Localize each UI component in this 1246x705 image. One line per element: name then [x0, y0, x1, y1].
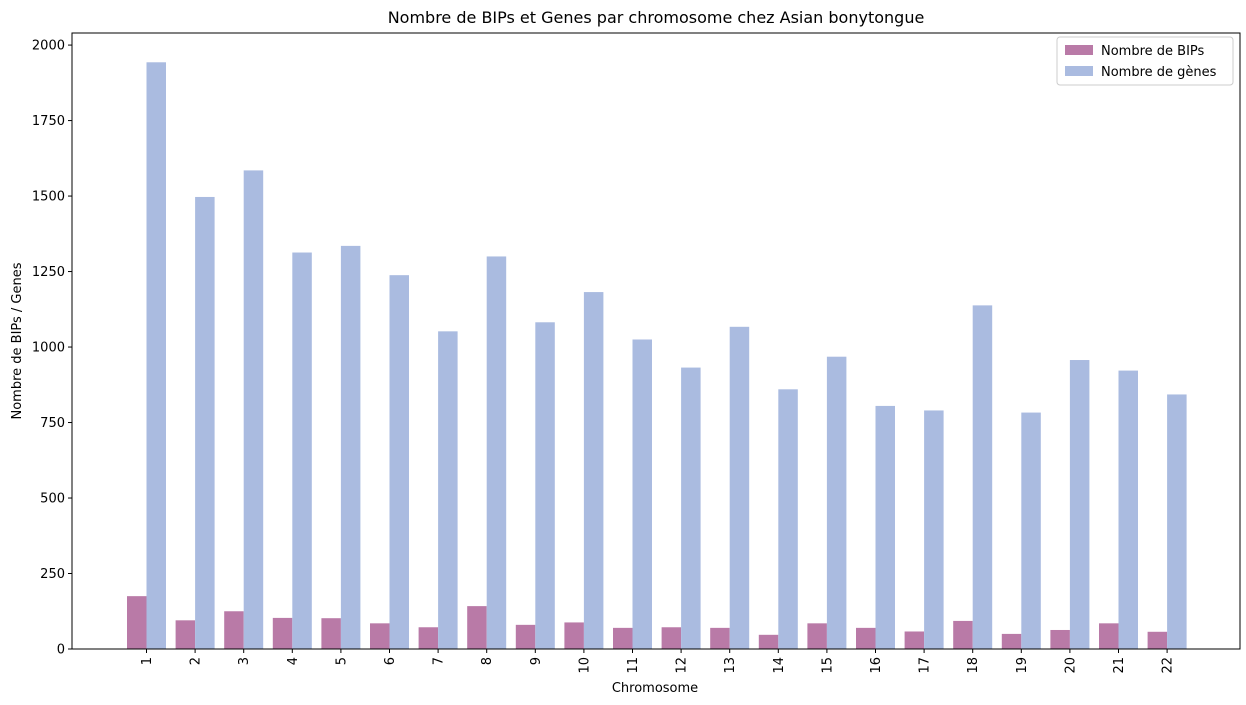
x-tick-label: 16 — [869, 657, 884, 674]
bar-bips-chr-12 — [661, 627, 682, 649]
x-tick-label: 11 — [626, 657, 641, 674]
legend: Nombre de BIPs Nombre de gènes — [1056, 36, 1234, 86]
bar-genes-chr-12 — [681, 367, 701, 649]
bar-genes-chr-5 — [340, 245, 361, 649]
bar-genes-chr-11 — [632, 339, 652, 649]
bar-genes-chr-16 — [875, 405, 895, 649]
bar-bips-chr-3 — [224, 611, 244, 649]
bar-genes-chr-8 — [486, 256, 507, 649]
plot-frame — [71, 32, 1241, 650]
legend-swatch-genes — [1065, 66, 1093, 76]
y-axis-label: Nombre de BIPs / Genes — [10, 262, 25, 419]
x-tick-label: 2 — [189, 657, 204, 665]
bar-bips-chr-22 — [1147, 631, 1168, 649]
bar-bips-chr-14 — [758, 634, 779, 649]
y-tick-label: 1750 — [32, 114, 65, 129]
bars-group — [127, 62, 1187, 649]
y-tick-label: 250 — [40, 567, 65, 582]
x-tick-label: 4 — [286, 657, 301, 665]
x-tick-label: 9 — [529, 657, 544, 665]
legend-label-bips: Nombre de BIPs — [1101, 44, 1205, 59]
x-tick-label: 18 — [966, 657, 981, 674]
bar-bips-chr-11 — [613, 627, 633, 649]
x-tick-label: 14 — [772, 657, 787, 674]
bar-bips-chr-7 — [418, 627, 439, 649]
y-tick-label: 0 — [57, 643, 65, 658]
bar-bips-chr-5 — [321, 618, 341, 649]
bar-genes-chr-22 — [1167, 394, 1187, 649]
bar-bips-chr-6 — [370, 623, 390, 649]
y-tick-label: 1500 — [32, 190, 65, 205]
x-tick-label: 13 — [723, 657, 738, 674]
x-tick-label: 5 — [334, 657, 349, 665]
bar-genes-chr-2 — [195, 196, 215, 649]
x-tick-label: 3 — [237, 657, 252, 665]
bar-genes-chr-21 — [1118, 370, 1138, 649]
x-tick-label: 8 — [480, 657, 495, 665]
bar-genes-chr-15 — [826, 356, 847, 649]
bar-bips-chr-1 — [127, 596, 147, 649]
bar-bips-chr-17 — [904, 631, 925, 649]
y-tick-label: 2000 — [32, 39, 65, 54]
x-tick-label: 19 — [1015, 657, 1030, 674]
y-tick-label: 1000 — [32, 341, 65, 356]
x-tick-label: 20 — [1063, 657, 1078, 674]
bar-genes-chr-13 — [729, 326, 750, 649]
bar-bips-chr-8 — [467, 606, 487, 649]
bar-genes-chr-3 — [243, 170, 264, 649]
bar-bips-chr-4 — [272, 617, 293, 649]
bar-bips-chr-20 — [1050, 629, 1070, 649]
bar-bips-chr-15 — [807, 623, 827, 649]
x-axis: 1 2 3 4 5 6 7 8 9 10 11 12 13 14 15 16 17 18 19 20 21 22 — [140, 649, 1176, 674]
bar-genes-chr-20 — [1069, 360, 1090, 649]
bar-bips-chr-9 — [515, 624, 536, 649]
bar-bips-chr-19 — [1001, 633, 1022, 649]
bar-genes-chr-4 — [292, 252, 312, 649]
bar-genes-chr-10 — [583, 292, 604, 649]
y-tick-label: 500 — [40, 492, 65, 507]
x-tick-label: 17 — [918, 657, 933, 674]
bar-bips-chr-21 — [1099, 623, 1119, 649]
x-tick-label: 10 — [577, 657, 592, 674]
x-tick-label: 15 — [820, 657, 835, 674]
bar-genes-chr-7 — [438, 331, 458, 649]
chart-title: Nombre de BIPs et Genes par chromosome c… — [388, 8, 925, 27]
bar-bips-chr-13 — [710, 627, 730, 649]
bar-bips-chr-18 — [953, 620, 973, 649]
legend-swatch-bips — [1065, 45, 1093, 55]
legend-label-genes: Nombre de gènes — [1101, 65, 1217, 80]
legend-frame — [1056, 36, 1234, 86]
x-tick-label: 12 — [675, 657, 690, 674]
bar-genes-chr-17 — [924, 410, 944, 649]
bar-genes-chr-9 — [535, 322, 555, 649]
y-tick-label: 750 — [40, 416, 65, 431]
x-tick-label: 7 — [432, 657, 447, 665]
bar-bips-chr-2 — [175, 620, 196, 649]
y-tick-label: 1250 — [32, 265, 65, 280]
bar-genes-chr-18 — [972, 305, 993, 649]
bar-genes-chr-6 — [389, 275, 409, 649]
x-tick-label: 21 — [1112, 657, 1127, 674]
x-tick-label: 22 — [1161, 657, 1176, 674]
bar-bips-chr-10 — [564, 622, 584, 649]
x-tick-label: 1 — [140, 657, 155, 665]
bar-genes-chr-1 — [146, 62, 166, 649]
bar-genes-chr-19 — [1021, 412, 1041, 649]
bar-bips-chr-16 — [856, 627, 876, 649]
x-axis-label: Chromosome — [612, 681, 698, 696]
bar-genes-chr-14 — [778, 389, 798, 649]
x-tick-label: 6 — [383, 657, 398, 665]
y-axis: 0 250 500 750 1000 1250 1500 1750 2000 — [32, 39, 72, 658]
